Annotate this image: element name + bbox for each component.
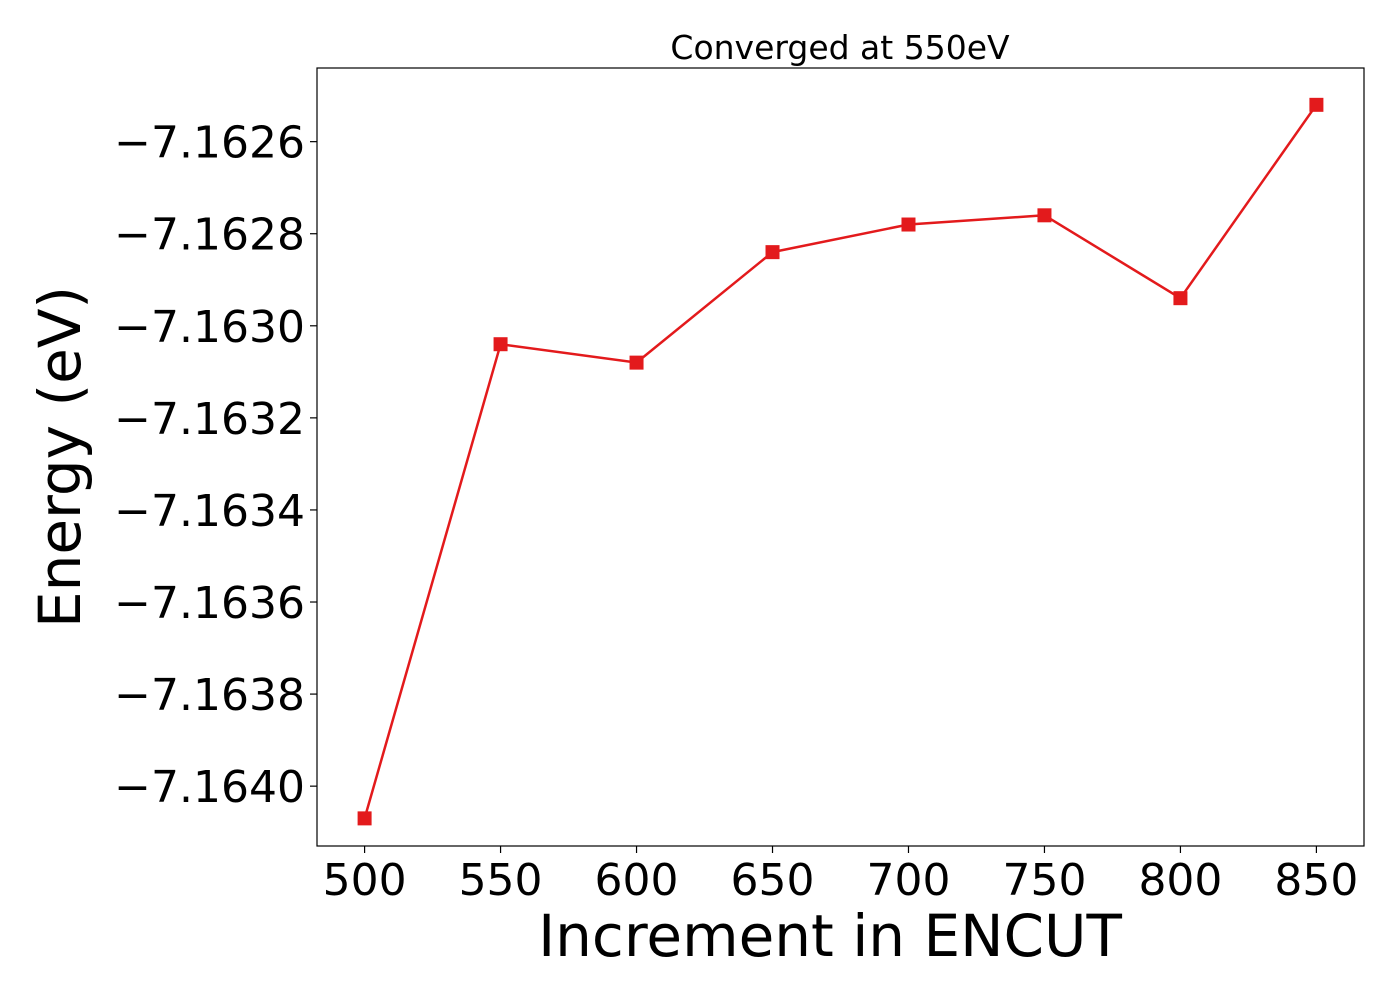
x-tick-label: 650 [731,855,815,906]
plot-frame [316,67,1365,847]
y-tick-label: −7.1630 [114,302,305,353]
data-point [1173,291,1188,306]
data-point [765,245,780,260]
y-tick-label: −7.1640 [114,762,305,813]
x-tick-label: 500 [323,855,407,906]
y-tick-label: −7.1638 [114,670,305,721]
data-point [1037,208,1052,223]
data-point [1309,97,1324,112]
series-line [363,104,1318,819]
x-tick-label: 600 [595,855,679,906]
x-tick-label: 700 [866,855,950,906]
x-axis-label: Increment in ENCUT [538,902,1122,970]
x-tick-label: 800 [1138,855,1222,906]
y-tick-label: −7.1626 [114,118,305,169]
x-tick-label: 850 [1274,855,1358,906]
data-point [493,337,508,352]
x-tick-label: 550 [459,855,543,906]
y-tick-label: −7.1636 [114,578,305,629]
data-point [901,217,916,232]
data-point [357,811,372,826]
x-tick-label: 750 [1002,855,1086,906]
data-point [629,355,644,370]
y-tick-label: −7.1634 [114,486,305,537]
y-tick-label: −7.1632 [114,394,305,445]
y-ticks: −7.1640 −7.1638 −7.1636 −7.1634 −7.1632 −7.16… [114,118,317,813]
series-layer [357,97,1324,826]
chart-title: Converged at 550eV [670,28,1010,67]
x-ticks: 500 550 600 650 700 750 800 850 [323,846,1358,906]
y-axis-label: Energy (eV) [26,286,94,628]
y-tick-label: −7.1628 [114,210,305,261]
